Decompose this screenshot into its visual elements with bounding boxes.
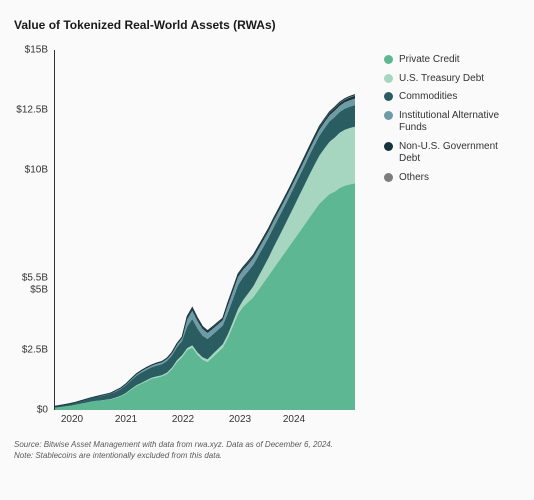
footnote-line: Source: Bitwise Asset Management with da… — [14, 440, 520, 451]
plot-zone: $0$2.5B$5B$5.5B$10B$12.5B$15B 2020202120… — [14, 50, 374, 430]
chart-title: Value of Tokenized Real-World Assets (RW… — [14, 18, 520, 32]
legend-item: Non-U.S. Government Debt — [384, 141, 514, 166]
footnotes: Source: Bitwise Asset Management with da… — [14, 440, 520, 462]
legend-label: Private Credit — [399, 54, 460, 67]
legend-swatch — [384, 142, 393, 151]
stacked-area-svg — [55, 50, 355, 410]
legend-swatch — [384, 173, 393, 182]
x-tick-label: 2021 — [115, 414, 137, 425]
x-axis-ticks: 2020 2021 2022 2023 2024 — [54, 414, 354, 434]
legend-swatch — [384, 74, 393, 83]
legend-label: Others — [399, 172, 429, 185]
y-tick-label: $10B — [25, 165, 48, 176]
legend-item: Others — [384, 172, 514, 185]
y-tick-label: $12.5B — [16, 105, 48, 116]
y-tick-label: $2.5B — [22, 345, 48, 356]
legend-item: U.S. Treasury Debt — [384, 73, 514, 86]
legend-label: Non-U.S. Government Debt — [399, 141, 514, 166]
legend-item: Institutional Alternative Funds — [384, 110, 514, 135]
legend-label: Institutional Alternative Funds — [399, 110, 514, 135]
y-tick-label: $5B — [30, 285, 48, 296]
legend-item: Commodities — [384, 91, 514, 104]
legend-label: U.S. Treasury Debt — [399, 73, 484, 86]
y-axis-ticks: $0$2.5B$5B$5.5B$10B$12.5B$15B — [14, 50, 54, 430]
x-tick-label: 2023 — [229, 414, 251, 425]
legend: Private Credit U.S. Treasury Debt Commodit… — [384, 50, 514, 430]
x-tick-label: 2020 — [61, 414, 83, 425]
area-series — [55, 183, 355, 410]
chart-container: $0$2.5B$5B$5.5B$10B$12.5B$15B 2020202120… — [14, 50, 520, 430]
legend-label: Commodities — [399, 91, 457, 104]
legend-swatch — [384, 55, 393, 64]
footnote-line: Note: Stablecoins are intentionally excl… — [14, 451, 520, 462]
legend-swatch — [384, 92, 393, 101]
y-tick-label: $15B — [25, 45, 48, 56]
y-tick-label: $5.5B — [22, 273, 48, 284]
x-tick-label: 2024 — [283, 414, 305, 425]
legend-item: Private Credit — [384, 54, 514, 67]
x-tick-label: 2022 — [172, 414, 194, 425]
plot-area — [54, 50, 354, 410]
legend-swatch — [384, 111, 393, 120]
y-tick-label: $0 — [37, 405, 48, 416]
